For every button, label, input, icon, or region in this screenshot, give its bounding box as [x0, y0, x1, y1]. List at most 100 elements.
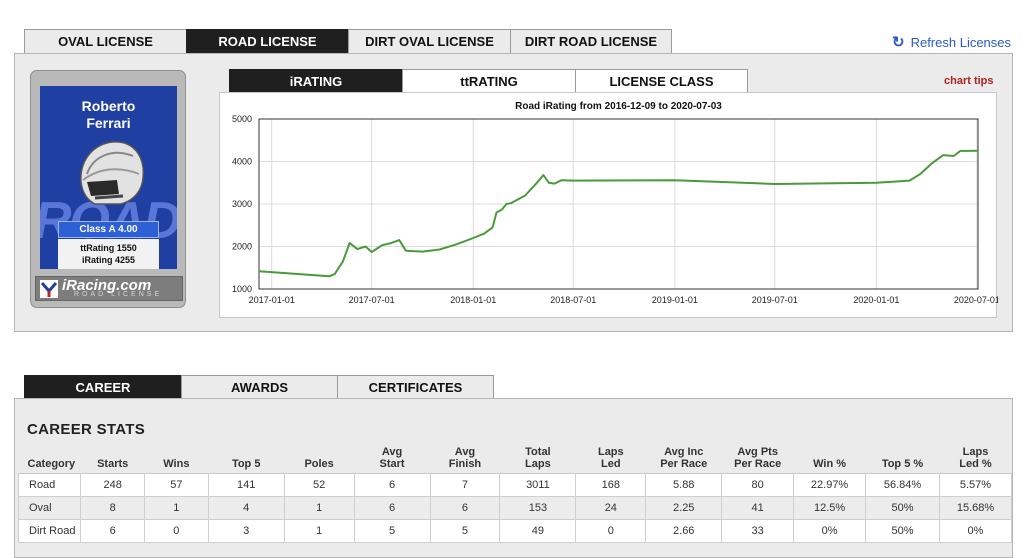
column-header: Poles [284, 446, 355, 474]
career-stats-table: Category Starts Wins Top 5 Poles Avg Start Avg F… [17, 446, 1013, 543]
refresh-icon: ↻ [892, 34, 905, 51]
stat-cell: 56.84% [865, 473, 940, 497]
iracing-logo: iRacing.com ROAD LICENSE [35, 276, 183, 301]
stat-cell: 52 [283, 473, 355, 497]
stat-cell: 33 [721, 519, 795, 543]
tab-certificates[interactable]: CERTIFICATES [337, 375, 494, 399]
stat-cell: 5 [429, 519, 501, 543]
stat-cell: 12.5% [793, 496, 867, 520]
column-header: Avg Pts Per Race [721, 446, 794, 474]
tab-irating[interactable]: iRATING [229, 69, 403, 93]
stat-cell: 57 [144, 473, 209, 497]
license-card: ROAD Roberto Ferrari Class A 4.00 ttRati… [30, 70, 186, 308]
tab-dirt-road-license[interactable]: DIRT ROAD LICENSE [510, 29, 672, 53]
logo-subtext: ROAD LICENSE [74, 291, 163, 298]
card-irating: iRating 4255 [81, 255, 136, 265]
stat-cell: 22.97% [793, 473, 867, 497]
column-header: Top 5 [208, 446, 285, 474]
career-stats-title: CAREER STATS [27, 421, 146, 438]
category-cell: Dirt Road [17, 519, 82, 543]
stat-cell: 2.66 [645, 519, 723, 543]
column-header: Laps Led % [939, 446, 1012, 474]
header-line: Led [601, 458, 621, 470]
tab-road-license[interactable]: ROAD LICENSE [186, 29, 349, 53]
stat-cell: 1 [144, 496, 209, 520]
stat-cell: 0% [793, 519, 867, 543]
y-tick-label: 2000 [232, 242, 252, 252]
column-header: Win % [793, 446, 866, 474]
x-tick-label: 2019-07-01 [752, 295, 798, 305]
stat-cell: 153 [499, 496, 577, 520]
card-last-name: Ferrari [86, 115, 131, 131]
tab-dirt-oval-license[interactable]: DIRT OVAL LICENSE [348, 29, 511, 53]
stat-cell: 50% [865, 519, 940, 543]
card-ratings: ttRating 1550 iRating 4255 [58, 239, 159, 269]
irating-line [258, 149, 979, 278]
helmet-icon [80, 141, 145, 205]
x-tick-label: 2018-01-01 [450, 295, 496, 305]
y-tick-label: 5000 [232, 114, 252, 124]
header-line: Laps [525, 458, 551, 470]
column-header: Avg Inc Per Race [645, 446, 722, 474]
stat-cell: 0% [938, 519, 1013, 543]
x-tick-label: 2017-07-01 [349, 295, 395, 305]
column-header: Category [18, 446, 81, 474]
plot-frame [258, 118, 979, 290]
header-line: Led % [959, 458, 992, 470]
header-line: Per Race [734, 458, 782, 470]
refresh-label: Refresh Licenses [910, 34, 1012, 50]
table-row: Dirt Road 6 0 3 1 5 5 49 0 2.66 33 0% 50% 0% [17, 519, 1013, 543]
chart-tips-link[interactable]: chart tips [944, 75, 994, 87]
x-tick-label: 2017-01-01 [249, 295, 295, 305]
stat-cell: 50% [865, 496, 940, 520]
stat-cell: 6 [80, 519, 146, 543]
x-tick-label: 2019-01-01 [652, 295, 698, 305]
tab-career[interactable]: CAREER [24, 375, 182, 399]
header-line: Avg Inc [664, 446, 704, 458]
stat-cell: 41 [721, 496, 795, 520]
stat-cell: 0 [144, 519, 209, 543]
stat-cell: 6 [429, 496, 501, 520]
stat-cell: 2.25 [645, 496, 723, 520]
table-header-row: Category Starts Wins Top 5 Poles Avg Start Avg F… [18, 446, 1012, 474]
column-header: Avg Start [354, 446, 431, 474]
column-header: Avg Finish [430, 446, 500, 474]
section-tabs: CAREER AWARDS CERTIFICATES [24, 375, 494, 399]
stat-cell: 5 [353, 519, 431, 543]
refresh-licenses-link[interactable]: ↻ Refresh Licenses [892, 33, 1011, 51]
stat-cell: 4 [207, 496, 285, 520]
header-line: Avg Pts [737, 446, 778, 458]
license-tabs: OVAL LICENSE ROAD LICENSE DIRT OVAL LICE… [24, 29, 672, 53]
header-line: Start [379, 458, 405, 470]
column-header: Wins [144, 446, 209, 474]
stat-cell: 5.88 [645, 473, 723, 497]
table-row: Road 248 57 141 52 6 7 3011 168 5.88 80 22.97% 56.84… [17, 473, 1013, 497]
stat-cell: 1 [283, 496, 355, 520]
column-header: Total Laps [499, 446, 576, 474]
stat-cell: 3 [207, 519, 285, 543]
stat-cell: 168 [575, 473, 647, 497]
stat-cell: 0 [575, 519, 647, 543]
header-line: Total [525, 446, 551, 458]
card-class: Class A 4.00 [58, 221, 159, 238]
column-header: Laps Led [575, 446, 646, 474]
flag-icon [40, 280, 58, 298]
header-line: Laps [962, 446, 989, 458]
stat-cell: 24 [575, 496, 647, 520]
column-header: Starts [80, 446, 145, 474]
tab-oval-license[interactable]: OVAL LICENSE [24, 29, 187, 53]
x-tick-label: 2020-07-01 [954, 295, 998, 305]
stat-cell: 141 [207, 473, 285, 497]
tab-license-class[interactable]: LICENSE CLASS [575, 69, 748, 93]
stat-cell: 49 [499, 519, 577, 543]
y-tick-label: 1000 [232, 284, 252, 294]
header-line: Finish [448, 458, 482, 470]
card-ttrating: ttRating 1550 [80, 243, 137, 253]
stat-cell: 80 [721, 473, 795, 497]
tab-ttrating[interactable]: ttRATING [402, 69, 576, 93]
category-cell: Road [17, 473, 82, 497]
chart-title: Road iRating from 2016-12-09 to 2020-07-… [515, 101, 722, 112]
tab-awards[interactable]: AWARDS [181, 375, 338, 399]
header-line: Per Race [660, 458, 708, 470]
stat-cell: 5.57% [938, 473, 1013, 497]
